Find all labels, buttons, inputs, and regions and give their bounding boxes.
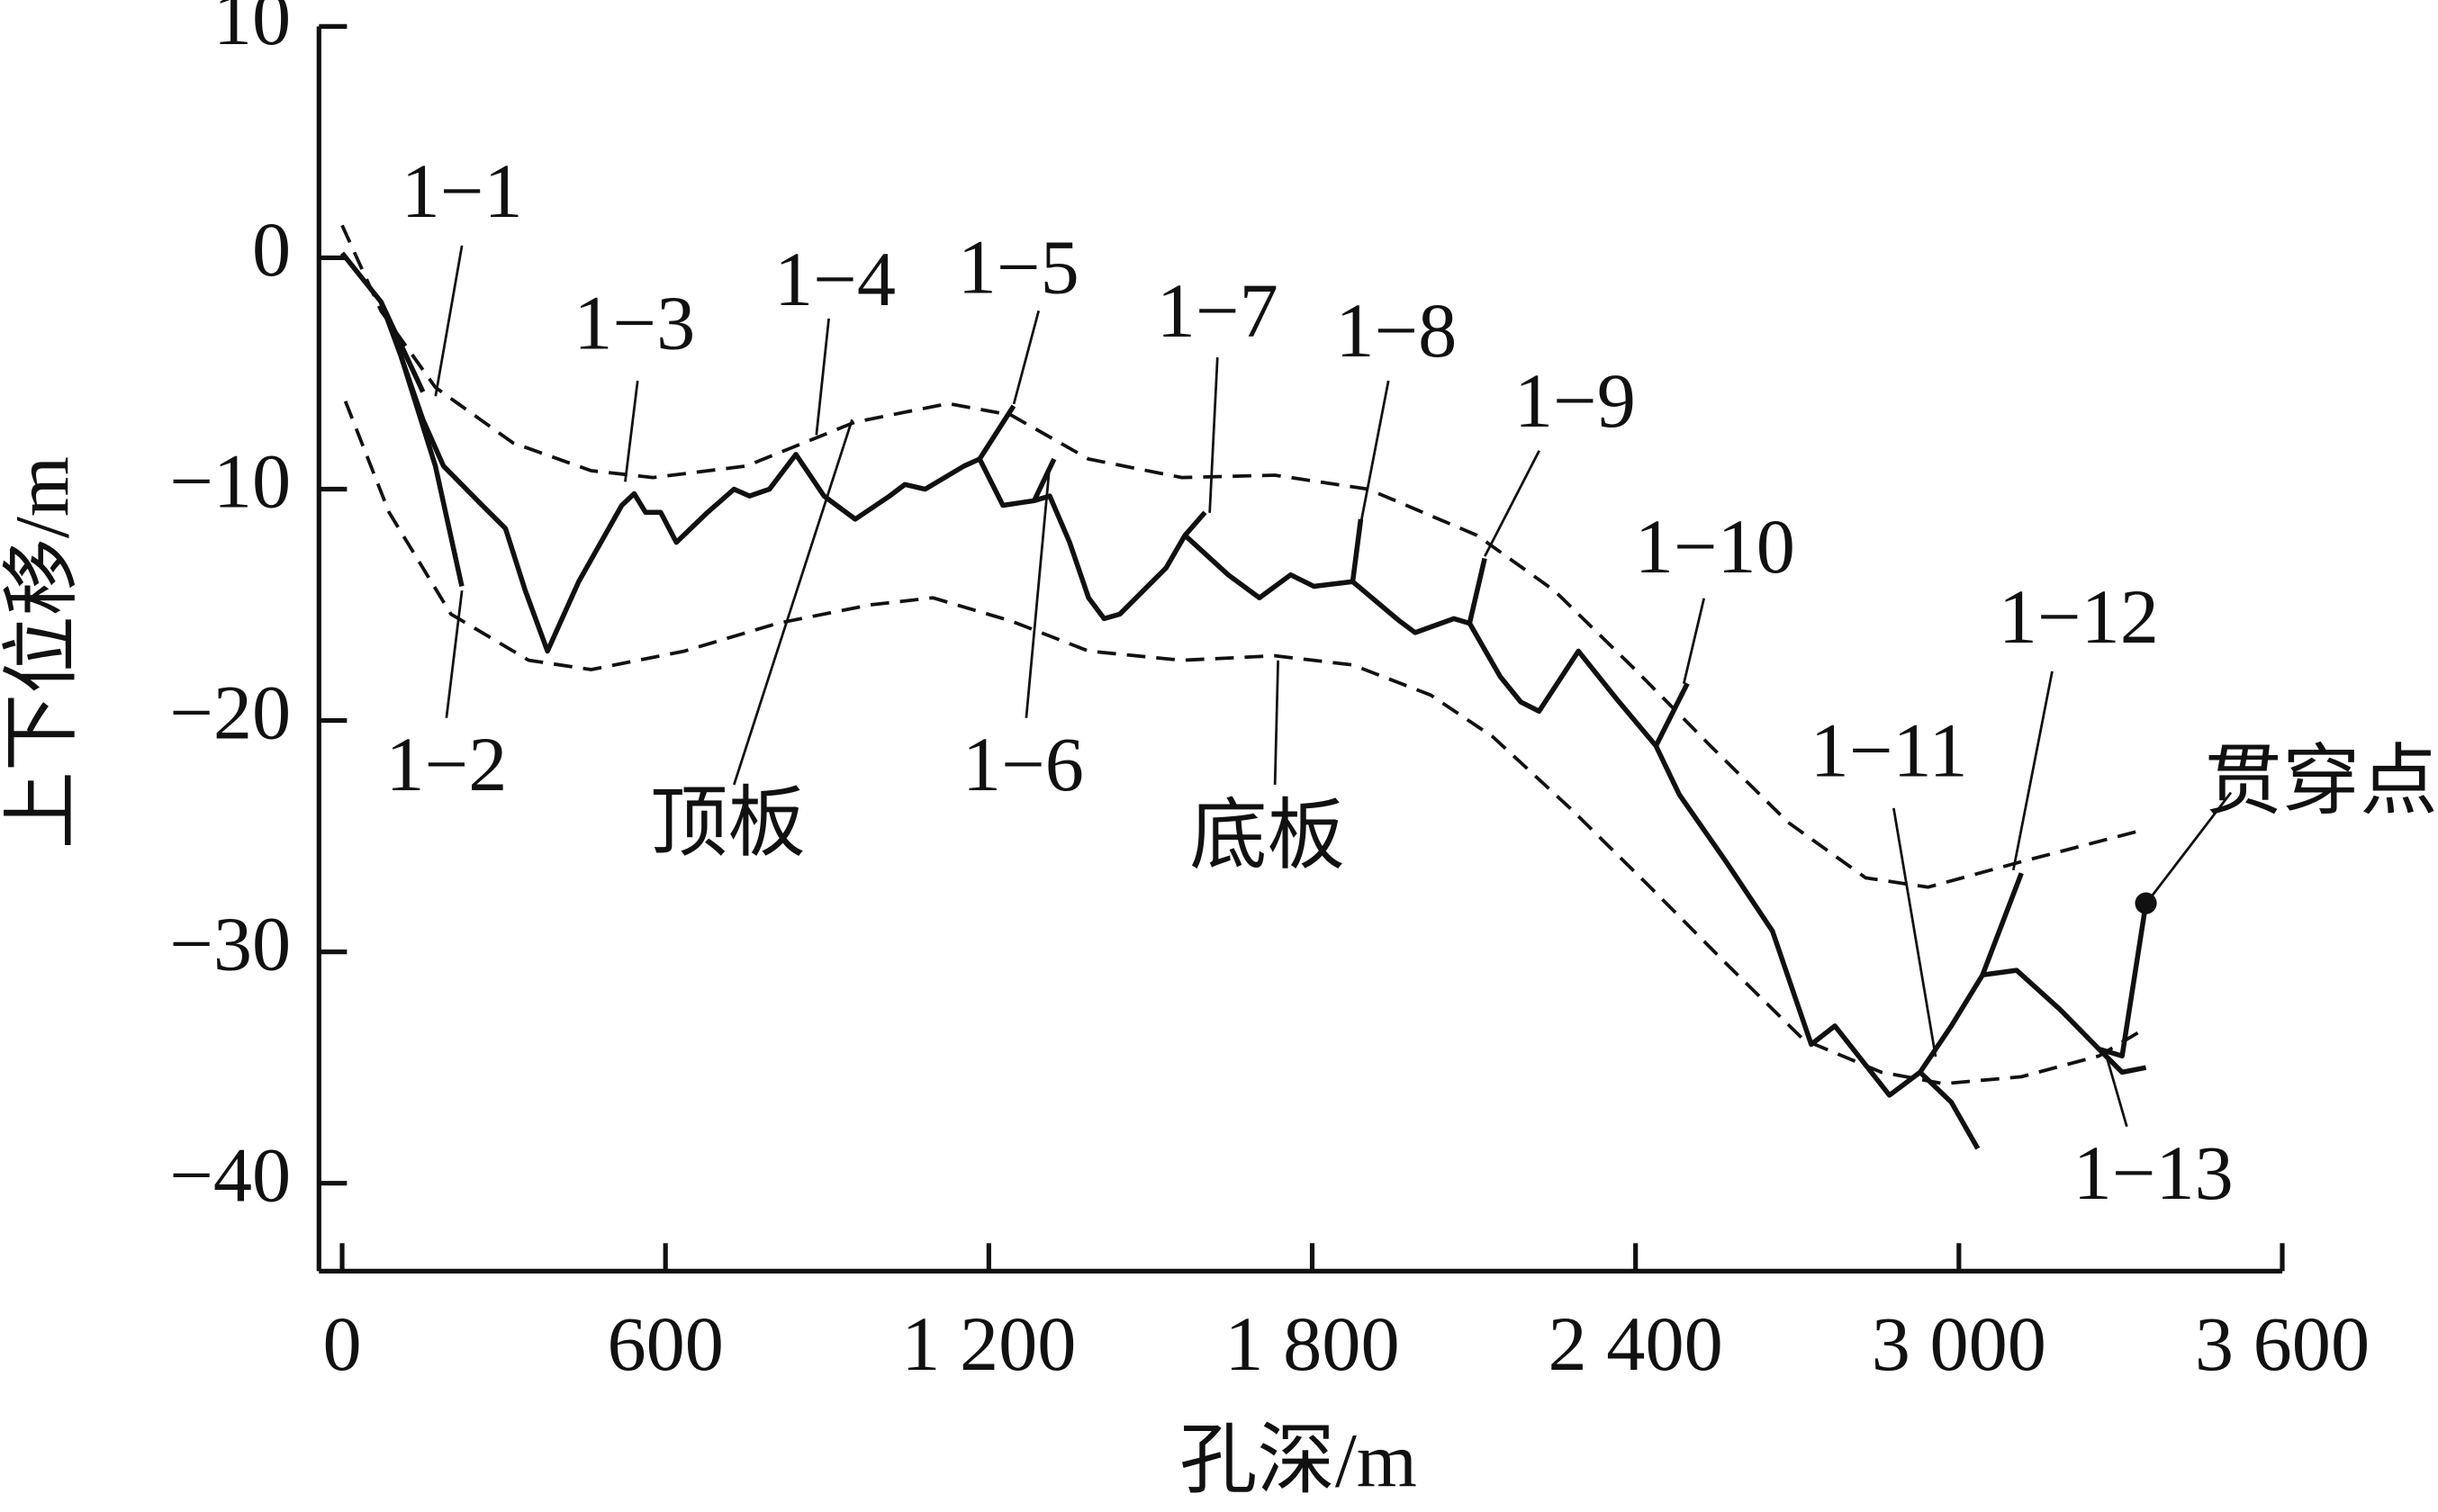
series-label: 底板: [1189, 792, 1345, 878]
leader-line: [815, 318, 830, 436]
trajectory-line: [378, 301, 426, 393]
leader-line: [1025, 465, 1052, 718]
annotation: 1−4: [774, 236, 896, 322]
annotation: 1−12: [1999, 573, 2159, 660]
leader-line: [434, 245, 464, 397]
annotation: 贯穿点: [2205, 738, 2438, 824]
x-tick-label: 600: [607, 1300, 724, 1387]
trajectory-line: [977, 404, 1016, 461]
annotation: 1−7: [1157, 267, 1278, 354]
annotation: 1−9: [1514, 357, 1636, 444]
y-tick-label: −20: [169, 669, 291, 755]
leader-line: [2144, 791, 2233, 905]
annotation: 1−10: [1635, 503, 1795, 590]
trajectory-line: [1653, 682, 1690, 748]
leader-line: [445, 590, 464, 718]
annotation: 1−3: [573, 280, 695, 366]
leader-line: [2011, 670, 2054, 871]
trajectory-line: [399, 356, 465, 588]
x-tick-label: 1 200: [901, 1300, 1076, 1387]
leader-line: [1012, 310, 1041, 405]
y-tick-label: 10: [213, 0, 291, 61]
y-tick-label: 0: [252, 206, 291, 292]
leader-line: [732, 418, 853, 786]
x-tick-label: 3 000: [1872, 1300, 2046, 1387]
trajectory-line: [339, 251, 2149, 1098]
x-tick-label: 0: [322, 1300, 361, 1387]
y-tick-label: −10: [169, 437, 291, 524]
piercing-point: [2135, 892, 2157, 914]
leader-line: [2105, 1056, 2128, 1128]
trajectory-line: [1183, 510, 1207, 537]
annotation: 1−5: [958, 223, 1079, 310]
leader-line: [1892, 807, 1937, 1058]
annotation: 1−1: [402, 148, 523, 234]
series-label: 顶板: [650, 780, 806, 867]
annotation: 1−6: [962, 721, 1084, 807]
x-tick-label: 2 400: [1549, 1300, 1723, 1387]
trajectory-line: [1350, 518, 1364, 582]
x-tick-label: 3 600: [2195, 1300, 2370, 1387]
trajectory-line: [1467, 557, 1487, 625]
leader-line: [1359, 380, 1390, 526]
trajectory-line: [1980, 872, 2024, 976]
annotation: 1−13: [2073, 1130, 2234, 1216]
y-tick-label: −30: [169, 900, 291, 986]
annotation: 1−2: [385, 721, 507, 807]
trajectory-line: [1918, 1070, 1981, 1150]
y-tick-label: −40: [169, 1132, 291, 1219]
leader-line: [1682, 598, 1706, 685]
boundary-line: [340, 224, 2147, 889]
x-axis-label: 孔深/m: [1179, 1417, 1417, 1503]
annotation: 1−8: [1335, 287, 1457, 374]
leader-line: [1208, 357, 1219, 513]
x-tick-label: 1 800: [1224, 1300, 1399, 1387]
boundary-line: [343, 400, 2139, 1086]
leader-line: [1484, 450, 1540, 557]
leader-line: [624, 380, 639, 482]
annotation: 1−11: [1810, 706, 1968, 793]
leader-line: [1273, 660, 1279, 785]
trajectory-line: [1032, 457, 1057, 502]
y-axis-label: 上下位移/m: [0, 456, 85, 849]
